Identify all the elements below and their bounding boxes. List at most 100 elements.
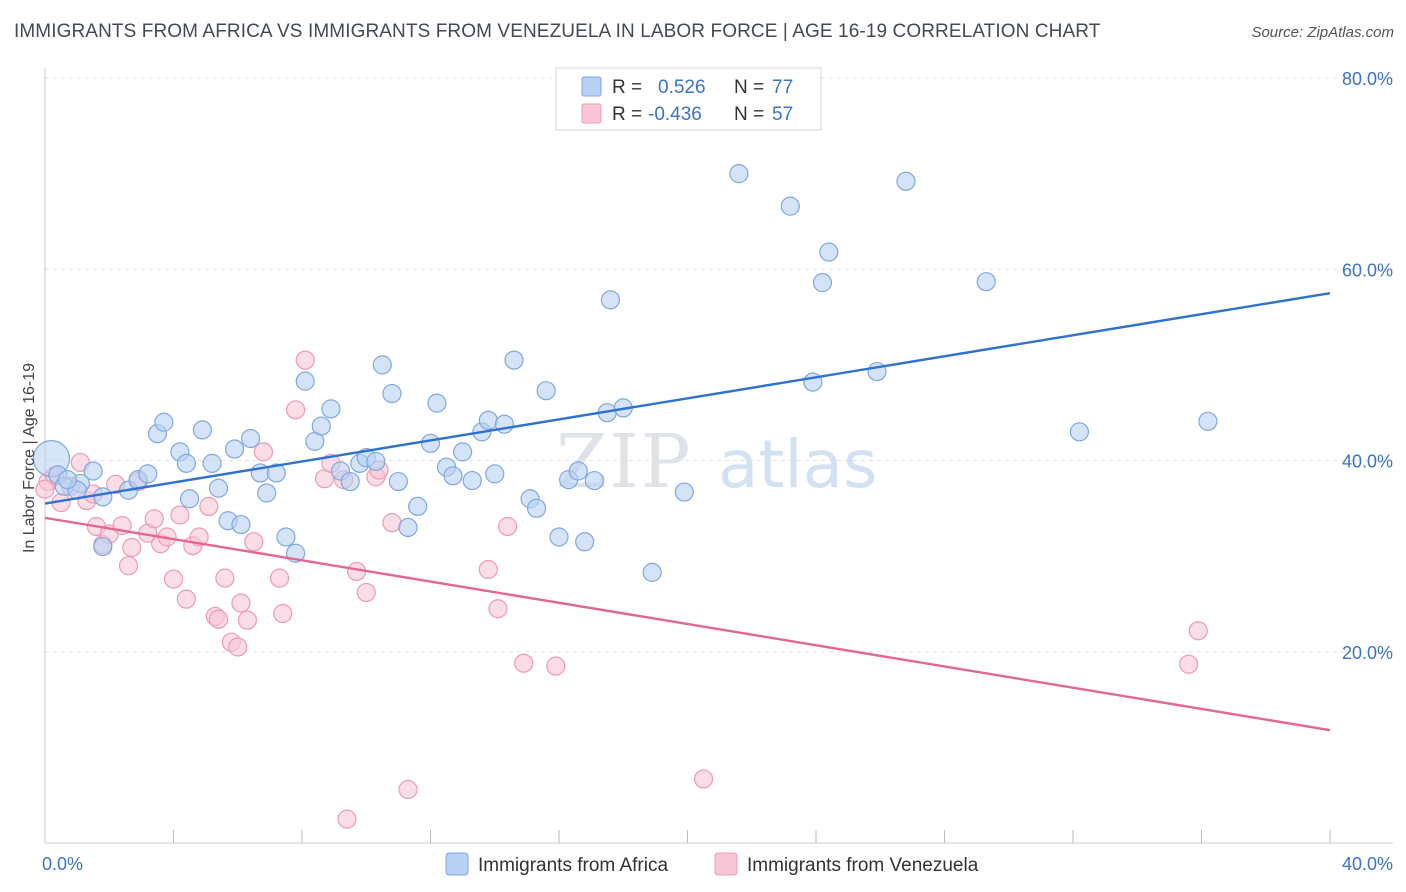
- venezuela-point: [35, 479, 55, 499]
- venezuela-point: [269, 568, 290, 588]
- africa-point: [311, 416, 331, 436]
- venezuela-point: [478, 559, 498, 580]
- venezuela-point: [176, 589, 196, 609]
- legend-africa-n-value: 77: [772, 77, 793, 98]
- venezuela-point: [163, 569, 184, 589]
- africa-point: [896, 171, 916, 191]
- legend-stats-swatch-venezuela: [581, 103, 602, 124]
- grid-lines: [45, 77, 1393, 653]
- venezuela-point: [122, 537, 142, 558]
- venezuela-point: [244, 532, 264, 552]
- venezuela-point: [514, 653, 534, 673]
- venezuela-point: [253, 442, 274, 462]
- watermark-atlas: atlas: [718, 426, 878, 503]
- africa-point: [366, 451, 386, 472]
- africa-point: [584, 470, 604, 491]
- africa-point: [485, 464, 505, 484]
- trend-lines: [44, 291, 1331, 732]
- legend-stats: R = 0.526 N = 77 R = -0.436 N = 57: [555, 67, 822, 131]
- africa-point: [819, 242, 839, 262]
- venezuela-point: [356, 582, 376, 603]
- africa-point: [780, 196, 800, 216]
- venezuela-point: [228, 637, 248, 657]
- africa-point: [83, 461, 103, 481]
- venezuela-point: [199, 496, 219, 516]
- legend-swatch-africa: [445, 852, 469, 876]
- venezuela-point: [273, 603, 293, 624]
- venezuela-point: [1188, 621, 1208, 641]
- x-tick-label-min: 0.0%: [42, 854, 83, 874]
- africa-point: [575, 532, 595, 552]
- africa-point: [427, 393, 447, 413]
- africa-point: [408, 496, 428, 516]
- africa-point: [462, 470, 482, 491]
- africa-trend-line: [44, 291, 1331, 505]
- africa-point: [388, 471, 408, 492]
- venezuela-point: [398, 779, 418, 800]
- africa-point: [453, 442, 473, 462]
- africa-point: [536, 381, 556, 401]
- x-tick-label-max: 40.0%: [1342, 854, 1393, 874]
- africa-point: [57, 470, 78, 490]
- venezuela-trend-line: [44, 516, 1331, 732]
- legend-africa-r-label: R =: [612, 77, 642, 98]
- legend-venezuela-n-value: 57: [772, 104, 793, 125]
- africa-point: [443, 466, 463, 486]
- legend-venezuela-r-value: -0.436: [648, 104, 702, 125]
- africa-point: [549, 527, 569, 547]
- legend-swatch-venezuela: [714, 852, 738, 876]
- legend-series: Immigrants from Africa Immigrants from V…: [445, 852, 979, 876]
- africa-point: [295, 371, 315, 391]
- africa-point: [176, 453, 196, 473]
- africa-point: [1198, 411, 1218, 431]
- africa-point: [138, 464, 158, 484]
- africa-point: [372, 355, 392, 375]
- africa-point: [526, 498, 547, 518]
- venezuela-point: [231, 593, 251, 613]
- y-tick-label: 40.0%: [1342, 452, 1393, 472]
- africa-point: [179, 489, 200, 509]
- africa-point: [224, 439, 245, 459]
- legend-africa-r-value: 0.526: [658, 77, 706, 98]
- africa-point: [568, 461, 588, 481]
- africa-point: [154, 412, 174, 432]
- legend-label-venezuela: Immigrants from Venezuela: [747, 855, 979, 876]
- venezuela-point: [382, 513, 402, 533]
- tick-labels: 20.0% 40.0% 60.0% 80.0% 0.0% 40.0%: [42, 69, 1393, 874]
- africa-point: [241, 428, 261, 449]
- africa-point: [93, 536, 113, 557]
- africa-point: [1069, 422, 1090, 442]
- venezuela-point: [693, 769, 714, 789]
- africa-point: [478, 410, 498, 430]
- africa-point: [321, 399, 341, 419]
- venezuela-point: [1179, 654, 1199, 674]
- venezuela-point: [237, 610, 257, 630]
- africa-point: [504, 350, 524, 370]
- africa-point: [600, 290, 621, 310]
- y-axis-label: In Labor Force | Age 16-19: [21, 363, 38, 553]
- africa-point: [192, 420, 213, 440]
- africa-point: [382, 383, 402, 404]
- africa-point: [266, 463, 286, 483]
- africa-points: [32, 164, 1218, 582]
- legend-venezuela-r-label: R =: [612, 104, 642, 125]
- y-tick-label: 60.0%: [1342, 260, 1393, 280]
- africa-point: [812, 273, 833, 293]
- venezuela-point: [215, 568, 235, 588]
- africa-point: [340, 471, 360, 492]
- venezuela-point: [208, 609, 229, 629]
- africa-point: [231, 514, 251, 535]
- venezuela-point: [118, 556, 139, 576]
- venezuela-point: [488, 599, 508, 619]
- africa-point: [276, 527, 296, 547]
- africa-point: [208, 478, 229, 498]
- africa-point: [642, 562, 662, 582]
- source-credit: Source: ZipAtlas.com: [1251, 24, 1394, 41]
- legend-venezuela-n-label: N =: [734, 104, 764, 125]
- venezuela-point: [285, 400, 306, 420]
- legend-label-africa: Immigrants from Africa: [478, 855, 668, 876]
- africa-point: [398, 517, 418, 538]
- watermark: ZIP atlas: [556, 419, 878, 505]
- africa-point: [674, 482, 694, 502]
